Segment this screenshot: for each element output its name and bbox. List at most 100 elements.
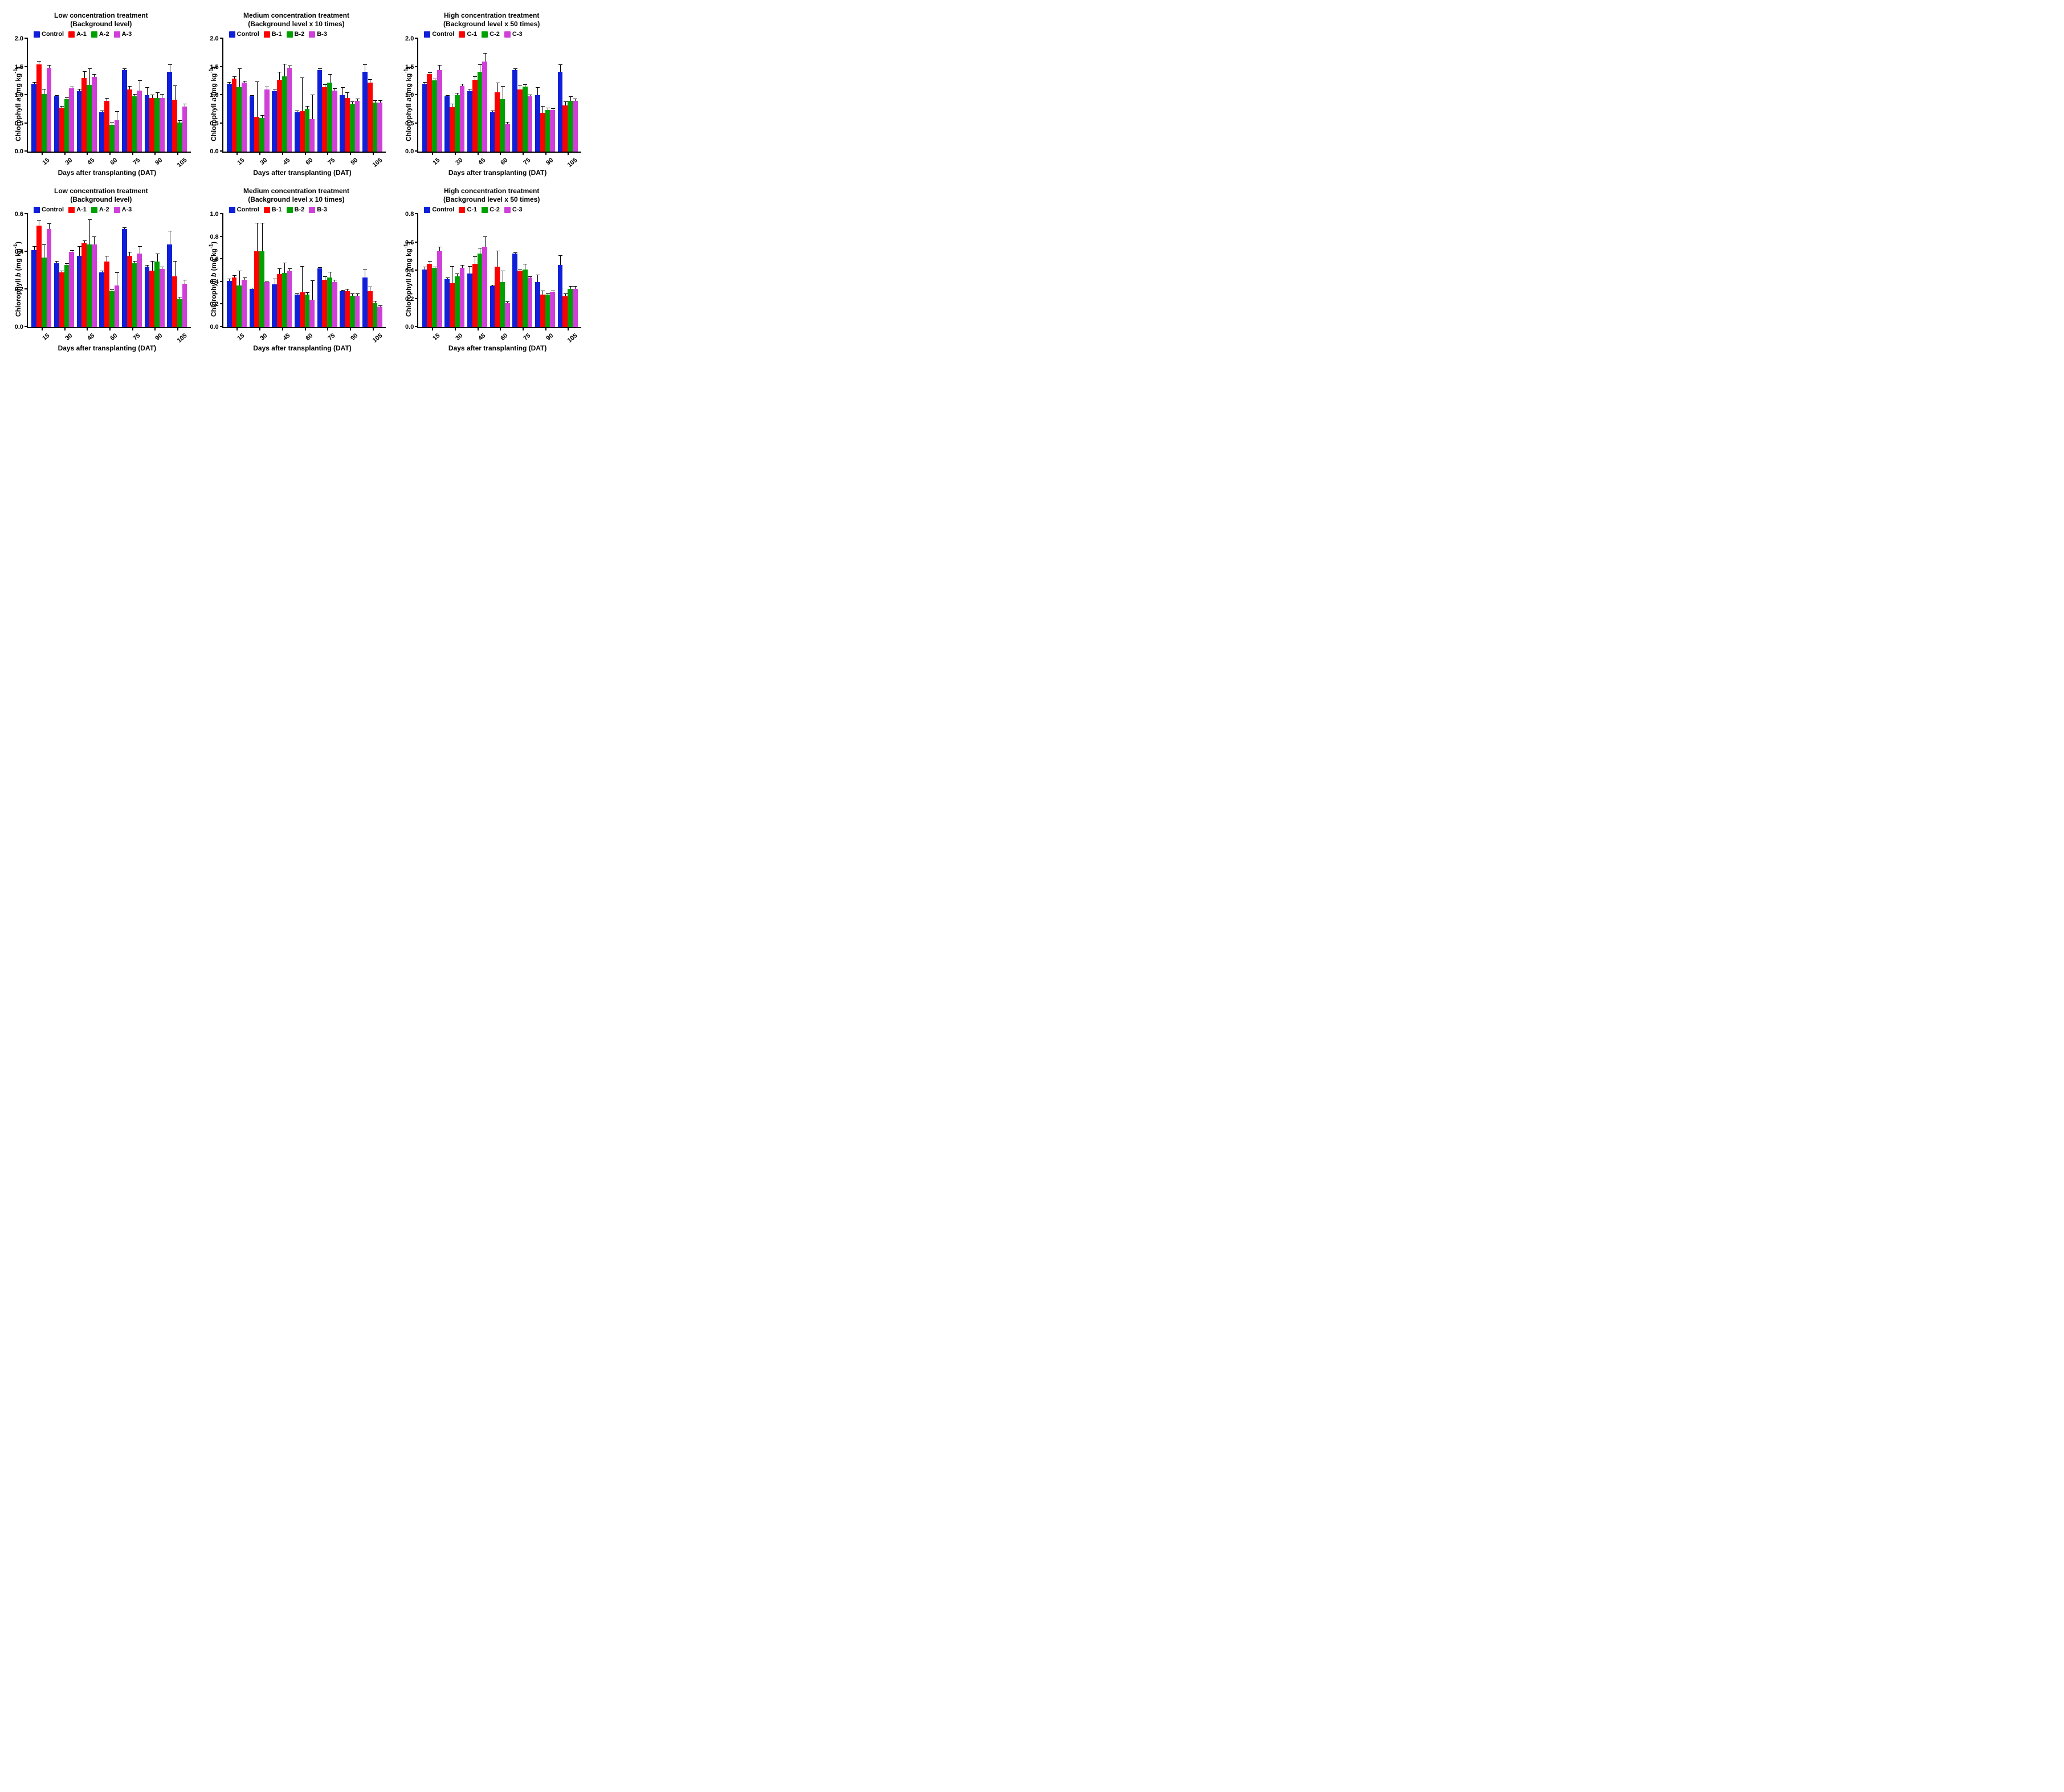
bar	[467, 274, 472, 327]
plot-wrap: Chlorophyll a (mg kg-1)ControlA-1A-2A-30…	[11, 31, 191, 177]
error-bar	[497, 251, 498, 267]
bar	[300, 111, 305, 152]
error-bar	[94, 236, 95, 244]
legend-label: B-3	[317, 206, 327, 213]
bar-group: 75	[511, 39, 534, 152]
bar	[31, 84, 36, 152]
bar	[137, 91, 142, 152]
chart-panel: Medium concentration treatment (Backgrou…	[207, 187, 386, 352]
bar	[478, 72, 483, 152]
bar-group: 75	[121, 39, 144, 152]
plot-area: 0.00.51.01.52.0153045607590105	[222, 39, 386, 153]
legend-swatch	[264, 207, 270, 213]
error-bar	[330, 74, 331, 83]
bar	[340, 291, 345, 327]
bar	[362, 72, 368, 152]
x-tick-label: 45	[475, 330, 487, 342]
legend-swatch	[504, 31, 511, 38]
legend-label: B-3	[317, 31, 327, 38]
legend-label: A-1	[76, 31, 87, 38]
bar	[437, 251, 442, 327]
bar	[227, 84, 232, 152]
bar	[31, 250, 36, 327]
y-tick-label: 1.0	[210, 211, 223, 218]
x-axis-label: Days after transplanting (DAT)	[414, 344, 581, 352]
bar	[87, 244, 92, 327]
legend-swatch	[424, 31, 430, 38]
x-tick	[523, 152, 524, 155]
error-bar	[530, 95, 531, 96]
legend-swatch	[459, 207, 465, 213]
plot-wrap: Chlorophyll b (mg kg-1)ControlB-1B-2B-30…	[207, 206, 386, 352]
x-tick	[154, 152, 156, 155]
bar-group: 15	[30, 39, 53, 152]
bar	[149, 271, 154, 327]
bar	[99, 112, 104, 152]
legend-item: A-2	[91, 31, 109, 38]
x-tick-label: 15	[430, 155, 442, 166]
error-bar	[507, 122, 508, 124]
legend: ControlA-1A-2A-3	[23, 31, 191, 38]
error-bar	[357, 293, 358, 296]
error-bar	[312, 95, 313, 119]
x-tick-label: 45	[85, 155, 96, 166]
x-tick-label: 105	[174, 155, 188, 169]
x-tick-label: 45	[475, 155, 487, 166]
x-tick	[455, 327, 456, 330]
legend-item: Control	[34, 31, 64, 38]
bar	[242, 83, 247, 152]
bar	[512, 70, 517, 152]
x-tick	[87, 152, 88, 155]
bar	[305, 109, 310, 152]
legend-label: Control	[237, 206, 259, 213]
bar-group: 75	[511, 214, 534, 327]
error-bar	[302, 266, 303, 292]
bar	[568, 289, 573, 327]
error-bar	[147, 265, 148, 267]
y-tick-label: 1.5	[210, 64, 223, 71]
x-tick	[236, 152, 238, 155]
error-bar	[497, 83, 498, 92]
bar	[550, 292, 555, 327]
bar	[500, 99, 505, 152]
y-tick-label: 0.6	[405, 239, 418, 246]
error-bar	[279, 268, 280, 274]
bar	[137, 254, 142, 327]
bar	[160, 269, 165, 327]
bar	[154, 262, 160, 328]
bar	[540, 295, 545, 327]
bar	[350, 104, 355, 152]
bar-group: 30	[248, 214, 271, 327]
error-bar	[485, 53, 486, 62]
bar	[558, 265, 563, 327]
bar-group: 15	[226, 214, 248, 327]
bar	[64, 265, 70, 327]
bar	[300, 292, 305, 327]
x-axis-label: Days after transplanting (DAT)	[219, 169, 386, 177]
x-tick	[109, 152, 111, 155]
legend-item: C-1	[459, 206, 477, 213]
x-tick-label: 75	[521, 155, 532, 166]
error-bar	[257, 223, 258, 251]
error-bar	[570, 96, 571, 101]
error-bar	[457, 274, 458, 276]
legend-item: C-3	[504, 31, 523, 38]
error-bar	[34, 246, 35, 250]
x-tick-label: 90	[543, 155, 554, 166]
panel-title: Medium concentration treatment (Backgrou…	[207, 187, 386, 204]
bar-group: 15	[30, 214, 53, 327]
x-tick-label: 30	[62, 330, 74, 342]
legend: ControlA-1A-2A-3	[23, 206, 191, 213]
bar	[350, 296, 355, 327]
legend-swatch	[229, 31, 235, 38]
plot-area: 0.00.20.40.60.8153045607590105	[417, 214, 581, 328]
error-bar	[515, 68, 516, 70]
plot-area: 0.00.51.01.52.0153045607590105	[417, 39, 581, 153]
x-tick-label: 30	[453, 330, 464, 342]
x-tick-label: 90	[348, 330, 360, 342]
bar-group: 45	[271, 214, 293, 327]
bar	[368, 83, 373, 152]
bar	[540, 113, 545, 152]
x-tick-label: 60	[108, 155, 119, 166]
bar	[64, 99, 70, 152]
